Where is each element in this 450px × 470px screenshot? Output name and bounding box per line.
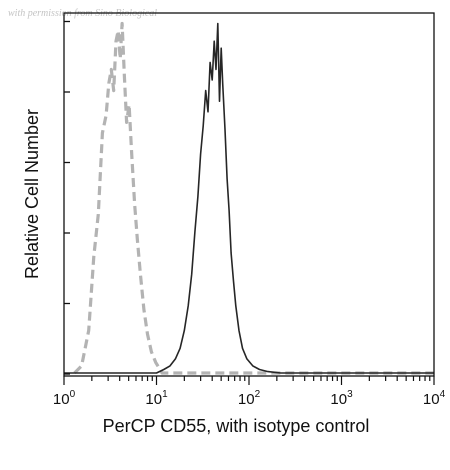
cd55-curve (64, 22, 434, 374)
y-axis-title: Relative Cell Number (22, 109, 42, 279)
y-axis-ticks (64, 20, 70, 375)
histogram-curves (64, 21, 434, 375)
x-tick-label: 102 (238, 389, 261, 408)
x-tick-label: 104 (423, 389, 446, 408)
isotype-control-curve (73, 21, 434, 375)
x-axis-ticks (63, 376, 435, 385)
plot-frame (63, 12, 435, 377)
x-axis-tick-labels: 100 101 102 103 104 (53, 389, 446, 408)
x-tick-label: 103 (330, 389, 353, 408)
x-tick-label: 101 (145, 389, 168, 408)
x-axis-title: PerCP CD55, with isotype control (103, 416, 370, 436)
x-tick-label: 100 (53, 389, 76, 408)
